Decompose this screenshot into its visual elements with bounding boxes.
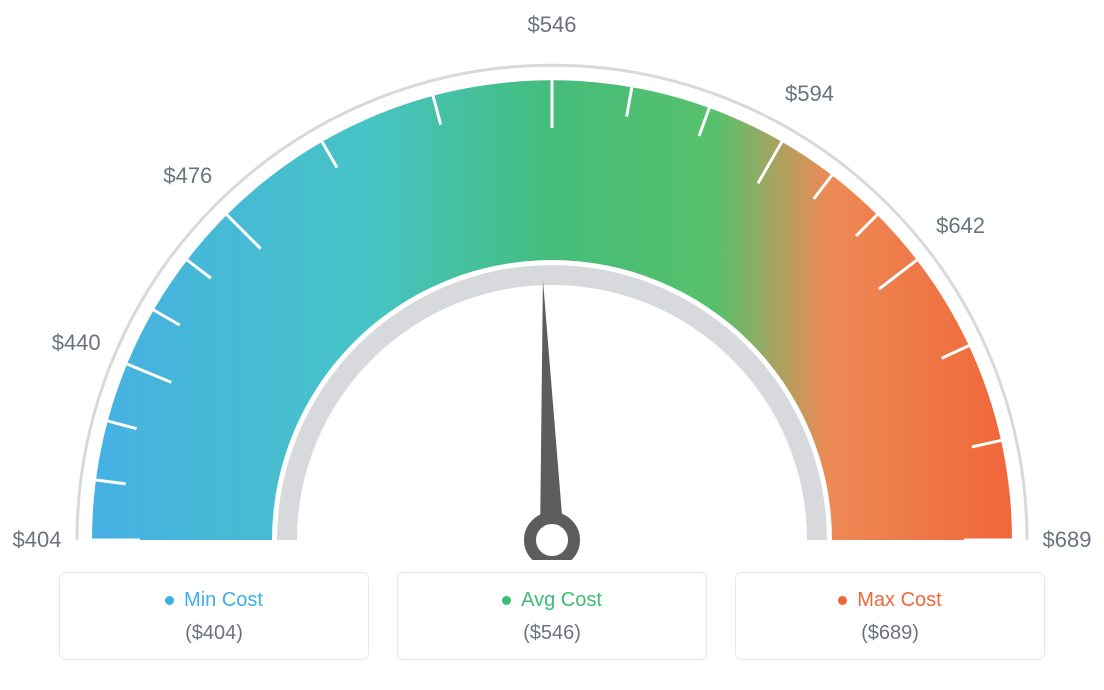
legend-avg-dot-icon bbox=[502, 596, 511, 605]
legend-max-value: ($689) bbox=[756, 622, 1024, 645]
legend-max-dot-icon bbox=[838, 596, 847, 605]
gauge-tick-label: $546 bbox=[528, 12, 577, 38]
legend-min-title: Min Cost bbox=[165, 589, 263, 612]
gauge-chart: $404 $440 $476 $546 $594 $642 $689 bbox=[0, 0, 1104, 560]
legend-max-box: Max Cost ($689) bbox=[735, 572, 1045, 660]
legend-avg-box: Avg Cost ($546) bbox=[397, 572, 707, 660]
legend-min-label: Min Cost bbox=[184, 589, 263, 612]
gauge-tick-label: $642 bbox=[936, 213, 985, 239]
gauge-tick-label: $404 bbox=[13, 527, 62, 553]
legend-min-box: Min Cost ($404) bbox=[59, 572, 369, 660]
gauge-tick-label: $440 bbox=[52, 330, 101, 356]
legend-row: Min Cost ($404) Avg Cost ($546) Max Cost… bbox=[0, 572, 1104, 660]
legend-max-label: Max Cost bbox=[857, 589, 941, 612]
legend-max-title: Max Cost bbox=[838, 589, 941, 612]
legend-avg-value: ($546) bbox=[418, 622, 686, 645]
gauge-svg bbox=[0, 0, 1104, 560]
gauge-tick-label: $689 bbox=[1043, 527, 1092, 553]
legend-avg-label: Avg Cost bbox=[521, 589, 602, 612]
legend-min-value: ($404) bbox=[80, 622, 348, 645]
legend-min-dot-icon bbox=[165, 596, 174, 605]
gauge-tick-label: $594 bbox=[785, 81, 834, 107]
gauge-tick-label: $476 bbox=[163, 163, 212, 189]
legend-avg-title: Avg Cost bbox=[502, 589, 602, 612]
